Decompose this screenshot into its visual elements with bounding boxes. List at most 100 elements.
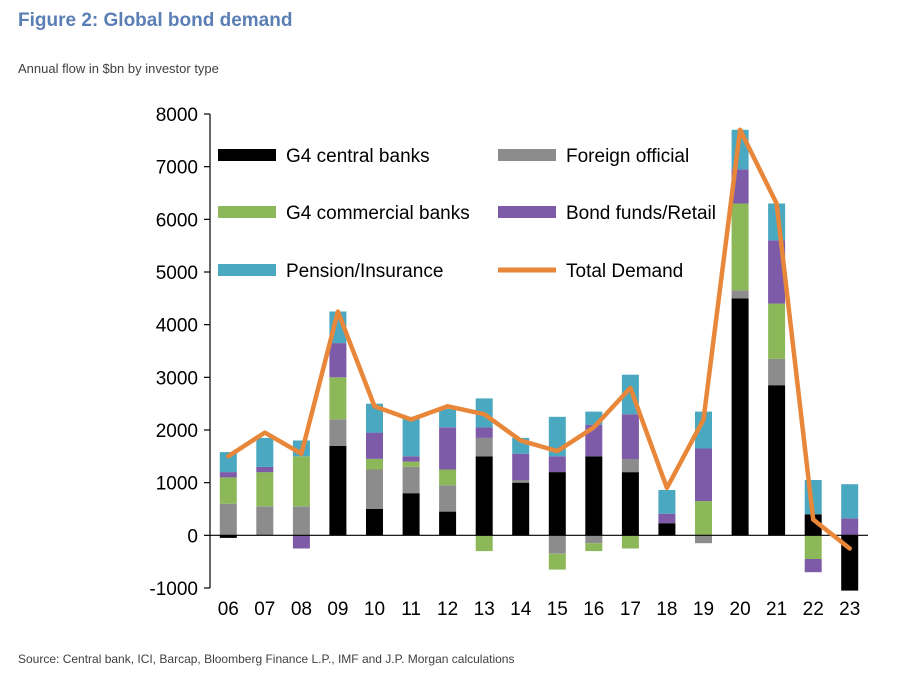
bar-segment-19-series-4 [695,411,712,449]
bar-segment-16-series-1 [585,535,603,544]
legend-swatch-g4-commercial-banks [218,206,276,218]
bar-segment-15-series-2 [548,553,566,570]
y-tick-label-4000: 4000 [156,316,198,337]
legend-label-g4-commercial-banks: G4 commercial banks [286,203,470,224]
bar-segment-10-series-4 [366,403,383,433]
legend-label-foreign-official: Foreign official [566,146,689,167]
y-tick-label-0: 0 [187,526,198,547]
y-tick-label-1000: 1000 [156,474,198,495]
bar-segment-19-series-3 [695,448,712,502]
bar-segment-18-series-4 [658,490,676,514]
bar-segment-22-series-0 [804,514,822,536]
bar-segment-07-series-4 [256,437,274,467]
bar-segment-11-series-4 [402,416,420,457]
bar-segment-10-series-3 [366,432,383,459]
bar-segment-17-series-1 [621,459,639,473]
bar-segment-23-series-3 [841,518,859,536]
bar-segment-14-series-3 [512,453,530,480]
bar-segment-15-series-0 [548,472,566,536]
x-tick-label-17: 17 [620,599,641,620]
stacked-bar-chart: -1000 0 1000 2000 3000 4000 5000 6000 7000 8000 06… [149,105,868,620]
bar-segment-06-series-1 [219,503,237,536]
bar-segment-21-series-0 [768,385,786,536]
bar-segment-06-series-2 [219,477,237,504]
y-tick-label-5000: 5000 [156,263,198,284]
y-tick-label-7000: 7000 [156,158,198,179]
x-tick-label-19: 19 [693,599,714,620]
bar-segment-12-series-4 [439,408,457,428]
bar-segment-15-series-3 [548,456,566,473]
bar-segment-15-series-1 [548,535,566,554]
bar-segment-22-series-2 [804,535,822,559]
bar-segment-07-series-1 [256,506,274,536]
x-tick-label-06: 06 [218,599,239,620]
bar-segment-18-series-0 [658,523,676,536]
x-tick-label-16: 16 [583,599,604,620]
y-tick-label-8000: 8000 [156,105,198,126]
bar-segment-14-series-0 [512,482,530,536]
x-tick-label-23: 23 [839,599,860,620]
bar-segment-16-series-2 [585,543,603,552]
bar-segment-16-series-0 [585,456,603,536]
y-tick-label-2000: 2000 [156,421,198,442]
legend-label-g4-central-banks: G4 central banks [286,146,430,167]
legend-swatch-pension-insurance [218,264,276,276]
legend-label-pension-insurance: Pension/Insurance [286,261,443,282]
x-tick-label-22: 22 [803,599,824,620]
bar-segment-10-series-0 [366,509,383,536]
bar-segment-23-series-0 [841,535,859,591]
legend: G4 central banks Foreign official G4 comme… [218,146,716,282]
bar-segment-11-series-2 [402,461,420,467]
bar-segment-09-series-1 [329,419,347,446]
source-note: Source: Central bank, ICI, Barcap, Bloom… [18,652,515,666]
bar-segment-10-series-1 [366,469,383,509]
axes-layer: -1000 0 1000 2000 3000 4000 5000 6000 7000 8000 06… [149,105,868,620]
bar-segment-14-series-1 [512,480,530,483]
bar-segment-11-series-3 [402,456,420,462]
legend-swatch-g4-central-banks [218,149,276,161]
bar-segment-09-series-0 [329,445,347,536]
bar-segment-12-series-3 [439,427,457,470]
bar-segment-19-series-2 [695,501,712,536]
legend-label-bond-funds-retail: Bond funds/Retail [566,203,716,224]
x-tick-label-07: 07 [254,599,275,620]
legend-label-total-demand: Total Demand [566,261,683,282]
bar-segment-20-series-2 [731,203,749,291]
bar-segment-12-series-2 [439,469,457,486]
bar-segment-06-series-3 [219,472,237,478]
x-tick-label-10: 10 [364,599,385,620]
total-demand-layer [226,127,852,551]
bar-segment-21-series-1 [768,358,786,386]
bar-segment-13-series-3 [475,427,493,438]
bar-segment-08-series-1 [292,506,310,536]
x-tick-label-20: 20 [730,599,751,620]
bar-segment-06-series-0 [219,535,237,538]
bar-segment-08-series-2 [292,456,310,507]
x-tick-label-13: 13 [474,599,495,620]
y-tick-label-6000: 6000 [156,210,198,231]
bar-segment-22-series-3 [804,559,822,573]
bar-segment-18-series-3 [658,513,676,524]
y-tick-label-3000: 3000 [156,368,198,389]
bar-segment-17-series-0 [621,472,639,536]
bar-segment-09-series-2 [329,377,347,420]
bar-segment-06-series-4 [219,452,237,473]
x-tick-label-08: 08 [291,599,312,620]
x-tick-label-09: 09 [327,599,348,620]
bar-segment-20-series-1 [731,290,749,299]
bar-segment-13-series-2 [475,535,493,552]
x-tick-label-14: 14 [510,599,532,620]
legend-swatch-foreign-official [498,149,556,161]
bar-segment-12-series-1 [439,485,457,512]
bar-segment-21-series-2 [768,303,786,359]
bar-segment-08-series-3 [292,535,310,549]
bar-segment-17-series-3 [621,414,639,459]
bar-segment-11-series-1 [402,466,420,494]
x-tick-label-12: 12 [437,599,458,620]
bar-segment-10-series-2 [366,459,383,470]
x-tick-label-11: 11 [401,599,421,620]
total-demand-line [226,127,852,551]
legend-swatch-bond-funds-retail [498,206,556,218]
bars-layer [219,129,859,591]
bar-segment-20-series-0 [731,298,749,536]
